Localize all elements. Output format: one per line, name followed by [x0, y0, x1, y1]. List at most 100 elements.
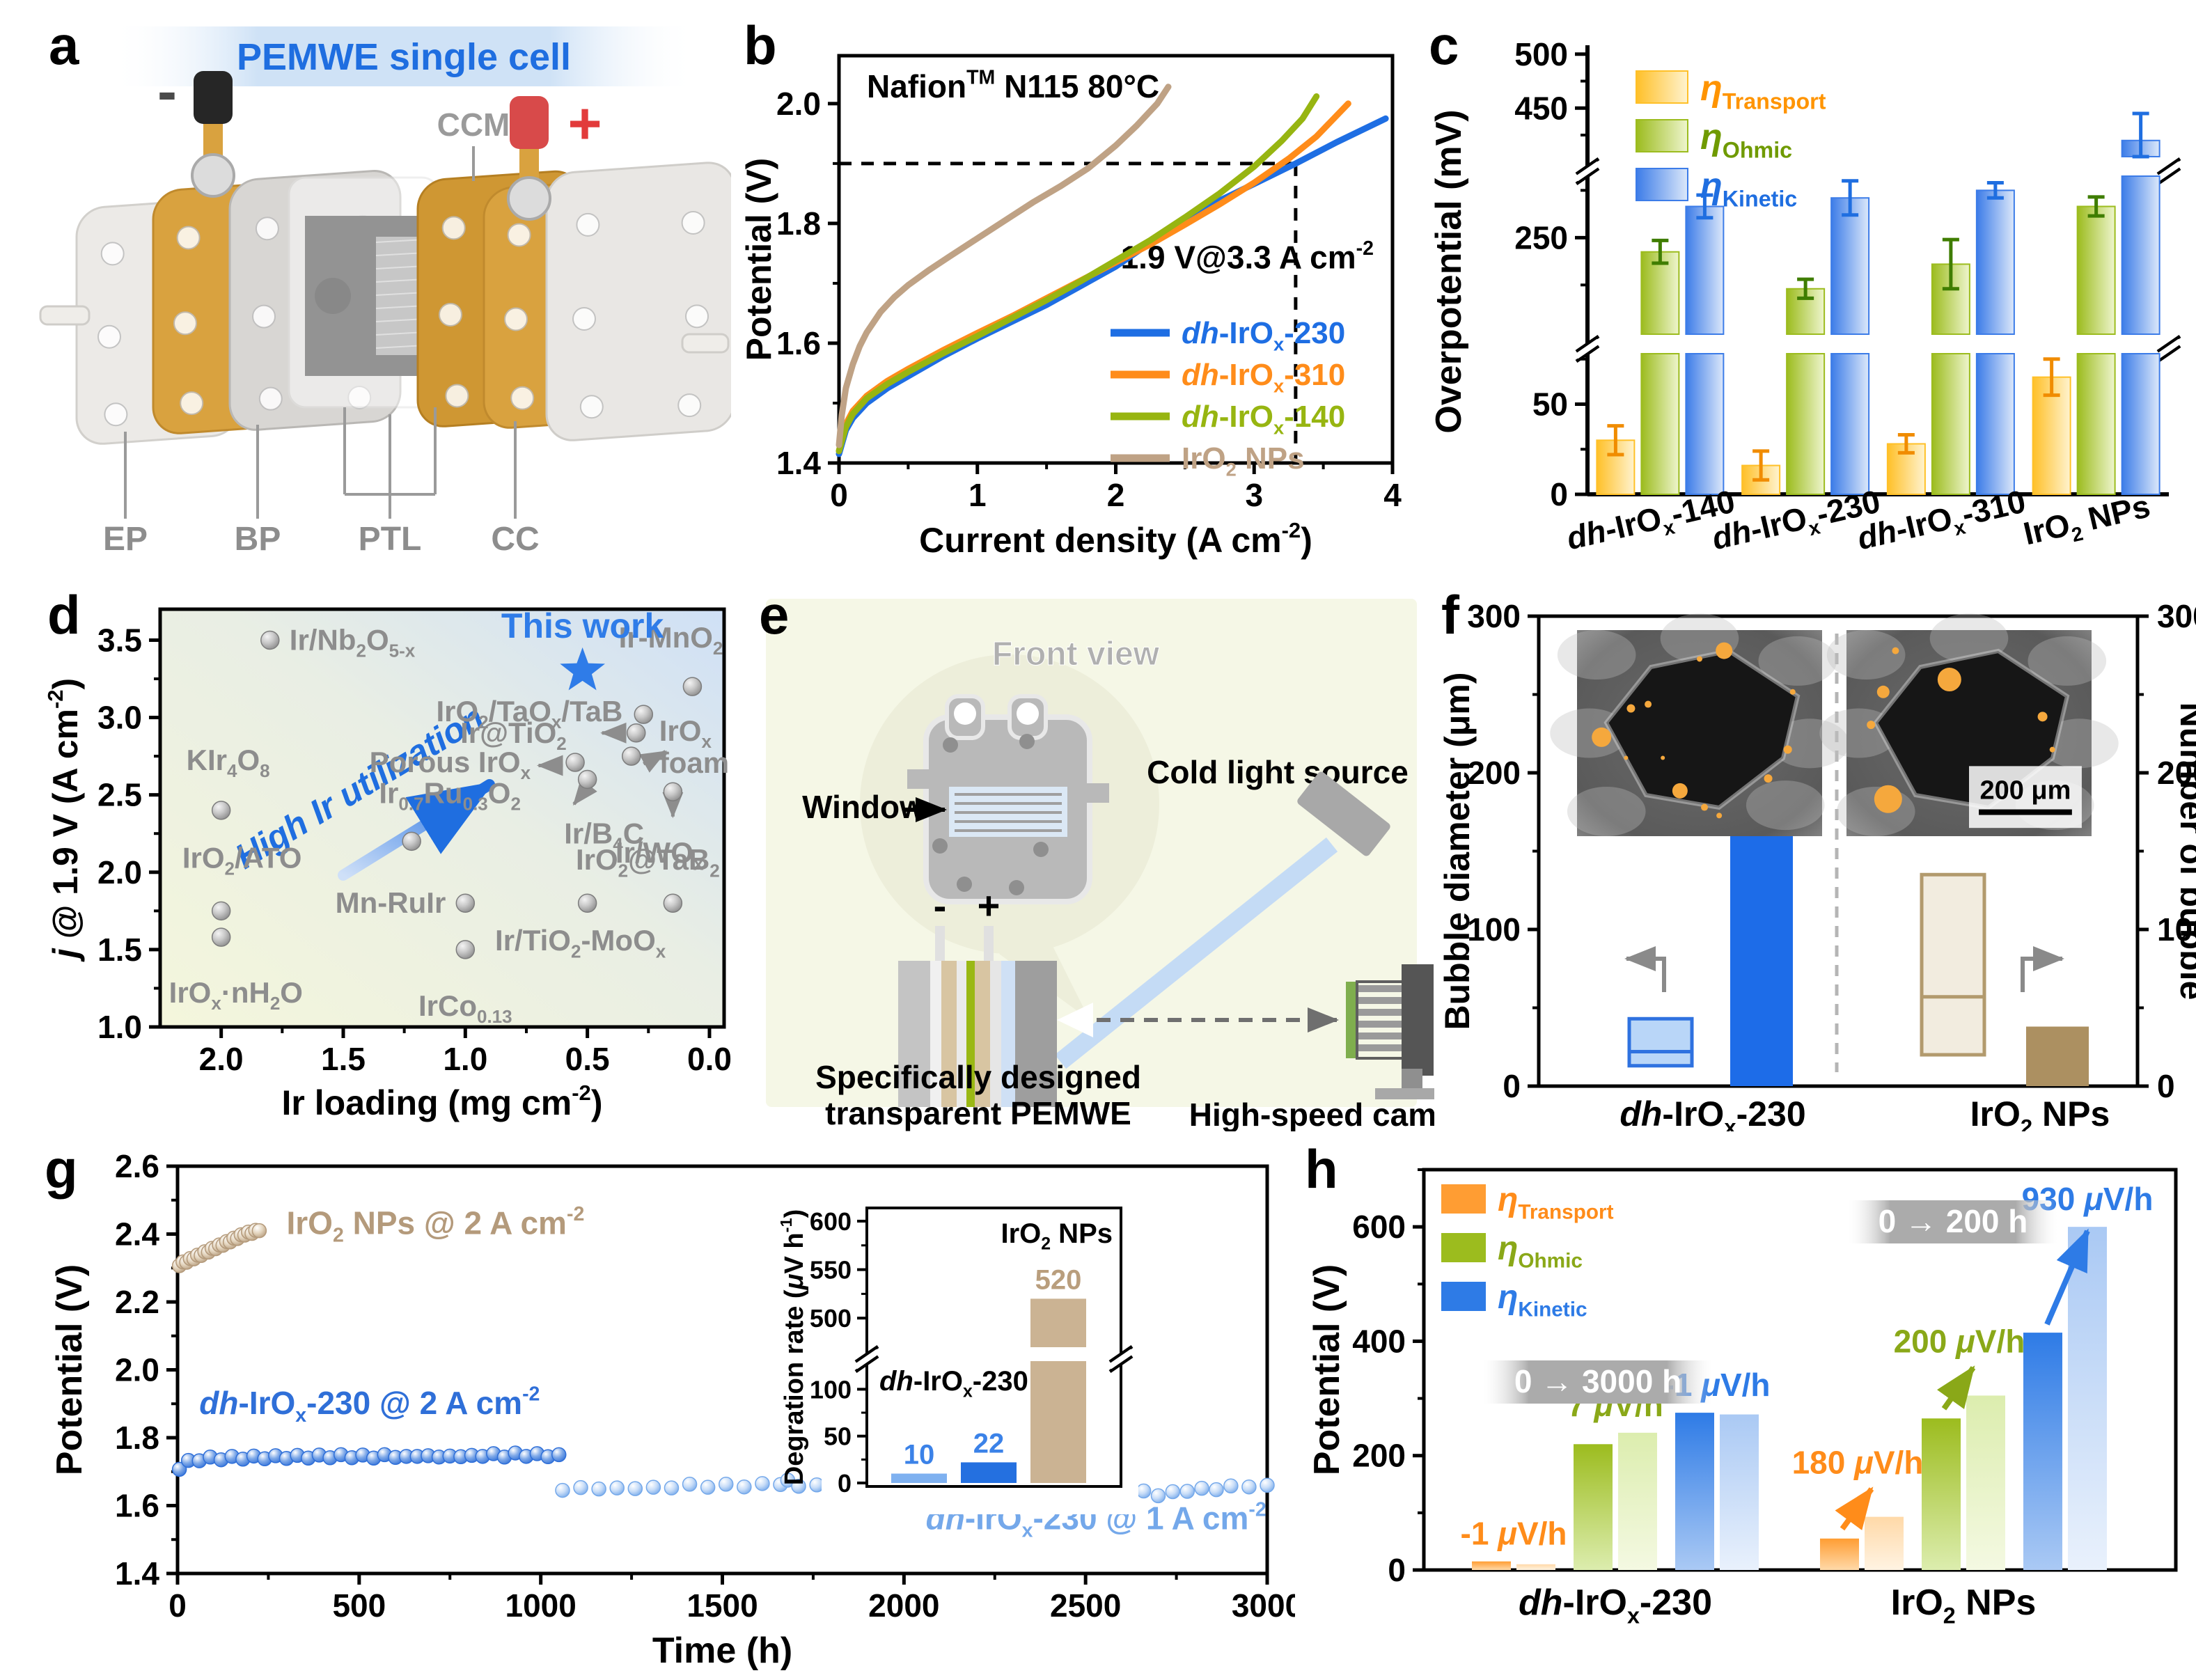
svg-text:300: 300 — [2157, 598, 2196, 634]
svg-text:200: 200 — [1467, 755, 1521, 791]
svg-text:1.0: 1.0 — [443, 1041, 487, 1077]
point-label-4: IrOx — [659, 714, 712, 752]
legend-label-1: ηOhmic — [1700, 117, 1792, 162]
legend-label-0: ηTransport — [1700, 68, 1826, 113]
svg-text:1500: 1500 — [687, 1587, 758, 1624]
svg-text:1.5: 1.5 — [97, 932, 142, 968]
point-label-8: KIr4O8 — [187, 744, 270, 781]
badge-dh-duration: 0 → 3000 h — [1514, 1363, 1681, 1399]
point-label-0: Ir/Nb2O5-x — [290, 623, 416, 661]
plate-end-right — [545, 162, 731, 441]
bar-before-0-0 — [1472, 1561, 1511, 1570]
svg-text:1.6: 1.6 — [776, 325, 821, 361]
data-point-13 — [663, 893, 683, 913]
high-speed-camera — [1346, 964, 1434, 1099]
svg-text:500: 500 — [810, 1304, 852, 1333]
data-point-3 — [627, 723, 646, 743]
svg-text:3.0: 3.0 — [97, 700, 142, 736]
layer-label-cc: CC — [491, 521, 539, 558]
series-markers-1 — [171, 1445, 567, 1477]
svg-text:2.2: 2.2 — [115, 1284, 159, 1320]
plot-frame — [158, 607, 726, 1029]
series-label-0: IrO2 NPs @ 2 A cm-2 — [287, 1203, 585, 1246]
y-axis-label: j @ 1.9 V (A cm-2) — [43, 678, 85, 962]
svg-text:0.0: 0.0 — [687, 1041, 732, 1077]
data-point-11 — [455, 893, 476, 913]
svg-text:2.0: 2.0 — [115, 1352, 159, 1388]
legend-label-3: IrO2 NPs — [1182, 441, 1305, 480]
svg-text:0: 0 — [838, 1469, 852, 1498]
caption-line1: Specifically designed — [815, 1059, 1141, 1095]
rate-label-1-1: 200 μV/h — [1894, 1323, 2025, 1359]
front-view-cell — [907, 694, 1109, 904]
plot-frame — [1422, 1168, 2178, 1572]
svg-text:600: 600 — [810, 1207, 852, 1236]
y-axis-label: Overpotential (mV) — [1429, 109, 1469, 433]
svg-text:1.5: 1.5 — [321, 1041, 366, 1077]
svg-text:50: 50 — [1532, 386, 1568, 423]
bar-0-2 — [1685, 353, 1725, 495]
svg-text:3.5: 3.5 — [97, 622, 142, 658]
bar-after-1-2 — [2068, 1227, 2107, 1570]
bar-after-1-0 — [1865, 1516, 1904, 1570]
series-markers-0 — [171, 1223, 267, 1273]
group-label-iro2: IrO2 NPs — [1970, 1094, 2110, 1131]
svg-text:450: 450 — [1514, 90, 1568, 126]
category-label-1: IrO2 NPs — [1891, 1583, 2037, 1628]
category-label-3: IrO2 NPs — [2020, 487, 2154, 557]
panel-letter-b: b — [744, 15, 777, 76]
svg-text:0.5: 0.5 — [565, 1041, 610, 1077]
point-label-10: IrO2/ATO — [182, 841, 302, 879]
inset-bar-0 — [891, 1473, 947, 1483]
scalebar-label: 200 μm — [1979, 776, 2071, 806]
minus-terminal-label: - — [157, 58, 177, 124]
point-label-15: IrCo0.13 — [418, 989, 512, 1027]
svg-text:2.0: 2.0 — [97, 854, 142, 890]
svg-text:400: 400 — [1352, 1323, 1406, 1359]
category-label-1: dh-IrOx-230 — [1709, 482, 1885, 562]
data-point-4 — [622, 746, 641, 766]
svg-text:2.6: 2.6 — [115, 1148, 159, 1184]
point-label-3: Ir@TiO2 — [460, 716, 567, 754]
data-point-8 — [211, 801, 231, 820]
point-label-13: Ir/WOx — [615, 836, 704, 874]
panel-letter-a: a — [49, 15, 79, 76]
data-point-15 — [455, 940, 476, 959]
transparent-pemwe-stack — [898, 926, 1093, 1107]
panel-a-cell-schematic: PEMWE single cell - + CCM EP BP PTL CC — [28, 7, 731, 574]
data-point-12 — [577, 893, 597, 913]
panel-e-setup-schematic: Front view Window Cold light source - + High-… — [748, 574, 1434, 1131]
point-label-5: Porous IrOx — [370, 746, 531, 783]
panel-letter-d: d — [47, 584, 81, 645]
stack-plus-label: + — [978, 884, 1001, 927]
ccm-ptl-assembly — [288, 176, 440, 409]
category-label-0: dh-IrOx-140 — [1563, 482, 1739, 562]
condition-label: NafionTM N115 80°C — [867, 67, 1159, 104]
inset-image-iro2 — [1819, 613, 2119, 836]
bar-0-1 — [1640, 353, 1680, 495]
series-label-1: dh-IrOx-230 @ 2 A cm-2 — [199, 1383, 540, 1427]
bar-after-1-1 — [1966, 1395, 2005, 1570]
y-axis-label-right: Number of bubble — [2173, 702, 2196, 1000]
svg-text:0: 0 — [830, 477, 848, 513]
legend-label-2: ηKinetic — [1700, 166, 1797, 211]
panel-letter-f: f — [1441, 584, 1459, 645]
category-label-0: dh-IrOx-230 — [1519, 1583, 1712, 1628]
inset-bar-value-0: 10 — [904, 1440, 935, 1470]
svg-text:0: 0 — [1503, 1068, 1521, 1104]
legend-label-1: dh-IrOx-310 — [1182, 358, 1345, 397]
bar-iro2-number — [2026, 1026, 2089, 1086]
inset-bar-value-2: 520 — [1035, 1264, 1082, 1295]
point-label-12: Ir/TiO2-MoOx — [495, 924, 666, 961]
svg-text:500: 500 — [1514, 36, 1568, 72]
badge-iro2-duration: 0 → 200 h — [1879, 1203, 2028, 1239]
svg-text:2000: 2000 — [868, 1587, 939, 1624]
data-point-0 — [260, 630, 280, 650]
svg-text:2.4: 2.4 — [115, 1216, 159, 1253]
y-axis-label: Potential (V) — [49, 1264, 90, 1475]
camera-label: High-speed camera — [1189, 1097, 1434, 1131]
svg-text:1.8: 1.8 — [776, 205, 821, 242]
bar-1-1 — [1786, 353, 1826, 495]
